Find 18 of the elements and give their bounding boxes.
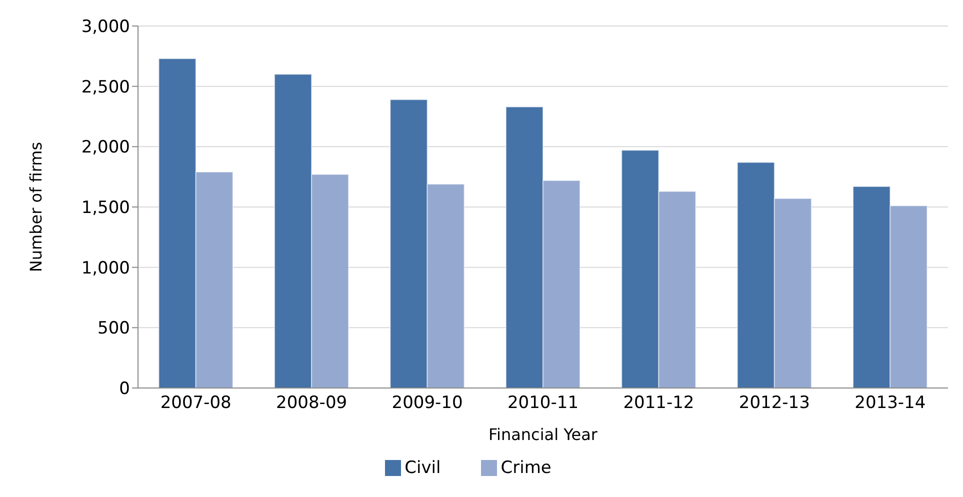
x-tick-label: 2012-13 [738, 393, 810, 414]
x-tick-label: 2011-12 [623, 393, 694, 414]
y-axis-title: Number of firms [26, 142, 46, 272]
x-tick-label: 2010-11 [507, 393, 579, 414]
y-tick-label: 2,000 [81, 138, 130, 158]
legend-label: Crime [500, 458, 552, 478]
y-tick-label: 3,000 [81, 17, 130, 38]
legend-label: Civil [404, 458, 441, 478]
y-tick-label: 0 [119, 379, 130, 400]
x-tick-label: 2008-09 [276, 393, 348, 414]
y-tick-label: 1,000 [81, 258, 130, 278]
x-tick-label: 2007-08 [160, 393, 232, 414]
y-tick-label: 1,500 [81, 198, 130, 218]
y-tick-label: 2,500 [81, 77, 130, 98]
y-tick-label: 500 [98, 318, 130, 339]
x-axis-title: Financial Year [488, 425, 598, 444]
x-tick-label: 2009-10 [392, 393, 463, 414]
x-tick-label: 2013-14 [854, 393, 926, 414]
